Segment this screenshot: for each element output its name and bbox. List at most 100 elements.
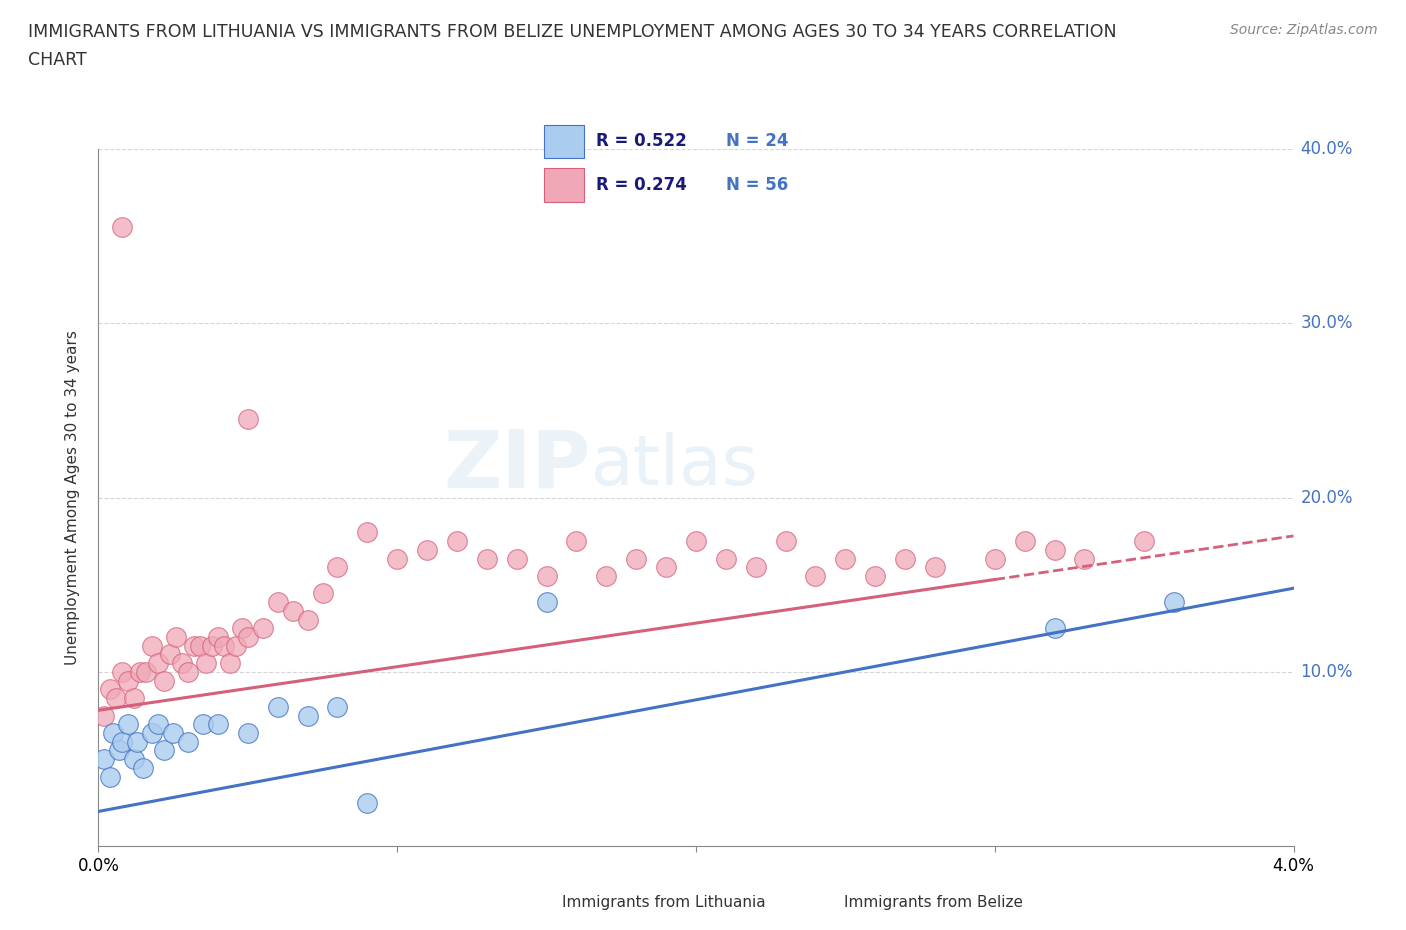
- Text: 40.0%: 40.0%: [1301, 140, 1353, 158]
- Text: IMMIGRANTS FROM LITHUANIA VS IMMIGRANTS FROM BELIZE UNEMPLOYMENT AMONG AGES 30 T: IMMIGRANTS FROM LITHUANIA VS IMMIGRANTS …: [28, 23, 1116, 41]
- Point: [297, 612, 319, 627]
- Point: [506, 551, 529, 566]
- Point: [924, 560, 946, 575]
- Point: [219, 656, 242, 671]
- Point: [281, 604, 304, 618]
- Point: [894, 551, 917, 566]
- Point: [148, 656, 170, 671]
- Point: [191, 717, 214, 732]
- Point: [804, 568, 827, 583]
- Point: [207, 717, 229, 732]
- Point: [124, 691, 146, 706]
- Point: [834, 551, 856, 566]
- Point: [595, 568, 617, 583]
- Point: [111, 665, 134, 680]
- Point: [117, 717, 139, 732]
- Point: [117, 673, 139, 688]
- Point: [311, 586, 333, 601]
- Point: [103, 725, 125, 740]
- Point: [1073, 551, 1095, 566]
- Point: [153, 743, 176, 758]
- Point: [231, 621, 253, 636]
- Point: [1133, 534, 1156, 549]
- Point: [129, 665, 152, 680]
- Point: [127, 735, 149, 750]
- Y-axis label: Unemployment Among Ages 30 to 34 years: Unemployment Among Ages 30 to 34 years: [65, 330, 80, 665]
- Point: [714, 551, 737, 566]
- Point: [655, 560, 678, 575]
- Text: N = 56: N = 56: [725, 176, 789, 194]
- Point: [267, 595, 290, 610]
- Point: [141, 638, 163, 653]
- Point: [983, 551, 1005, 566]
- Point: [93, 708, 115, 723]
- Point: [236, 630, 259, 644]
- Point: [356, 795, 378, 810]
- Point: [624, 551, 647, 566]
- Point: [536, 595, 558, 610]
- Point: [267, 699, 290, 714]
- Point: [177, 735, 200, 750]
- Text: R = 0.522: R = 0.522: [596, 132, 688, 151]
- Bar: [544, 125, 583, 158]
- Text: Source: ZipAtlas.com: Source: ZipAtlas.com: [1230, 23, 1378, 37]
- Point: [162, 725, 184, 740]
- Point: [207, 630, 229, 644]
- Point: [124, 751, 146, 766]
- Point: [159, 647, 181, 662]
- Point: [685, 534, 707, 549]
- Point: [356, 525, 378, 540]
- Point: [1014, 534, 1036, 549]
- Point: [132, 761, 155, 776]
- Point: [1163, 595, 1185, 610]
- Point: [201, 638, 224, 653]
- Point: [108, 743, 131, 758]
- Point: [416, 542, 439, 557]
- Point: [236, 725, 259, 740]
- Point: [1043, 542, 1066, 557]
- Point: [297, 708, 319, 723]
- Point: [326, 560, 349, 575]
- Point: [252, 621, 274, 636]
- Point: [536, 568, 558, 583]
- Text: CHART: CHART: [28, 51, 87, 69]
- Point: [111, 219, 134, 234]
- Text: R = 0.274: R = 0.274: [596, 176, 688, 194]
- Point: [565, 534, 588, 549]
- Point: [111, 735, 134, 750]
- Point: [446, 534, 468, 549]
- Point: [183, 638, 205, 653]
- Point: [153, 673, 176, 688]
- Text: Immigrants from Belize: Immigrants from Belize: [844, 895, 1022, 910]
- Point: [165, 630, 187, 644]
- Point: [98, 769, 122, 784]
- Point: [863, 568, 886, 583]
- Point: [194, 656, 217, 671]
- Point: [475, 551, 498, 566]
- Point: [745, 560, 768, 575]
- Point: [188, 638, 211, 653]
- Text: 10.0%: 10.0%: [1301, 663, 1353, 681]
- Point: [326, 699, 349, 714]
- Point: [225, 638, 247, 653]
- Point: [775, 534, 797, 549]
- Point: [385, 551, 409, 566]
- Text: 20.0%: 20.0%: [1301, 488, 1353, 507]
- Point: [177, 665, 200, 680]
- Text: N = 24: N = 24: [725, 132, 789, 151]
- Point: [135, 665, 157, 680]
- Text: 30.0%: 30.0%: [1301, 314, 1353, 332]
- Point: [236, 412, 259, 427]
- Point: [105, 691, 128, 706]
- Point: [148, 717, 170, 732]
- Point: [1043, 621, 1066, 636]
- Point: [98, 682, 122, 697]
- Text: atlas: atlas: [591, 432, 758, 498]
- Text: ZIP: ZIP: [443, 426, 591, 504]
- Point: [93, 751, 115, 766]
- Bar: [544, 168, 583, 202]
- Text: Immigrants from Lithuania: Immigrants from Lithuania: [562, 895, 766, 910]
- Point: [172, 656, 194, 671]
- Point: [212, 638, 235, 653]
- Point: [141, 725, 163, 740]
